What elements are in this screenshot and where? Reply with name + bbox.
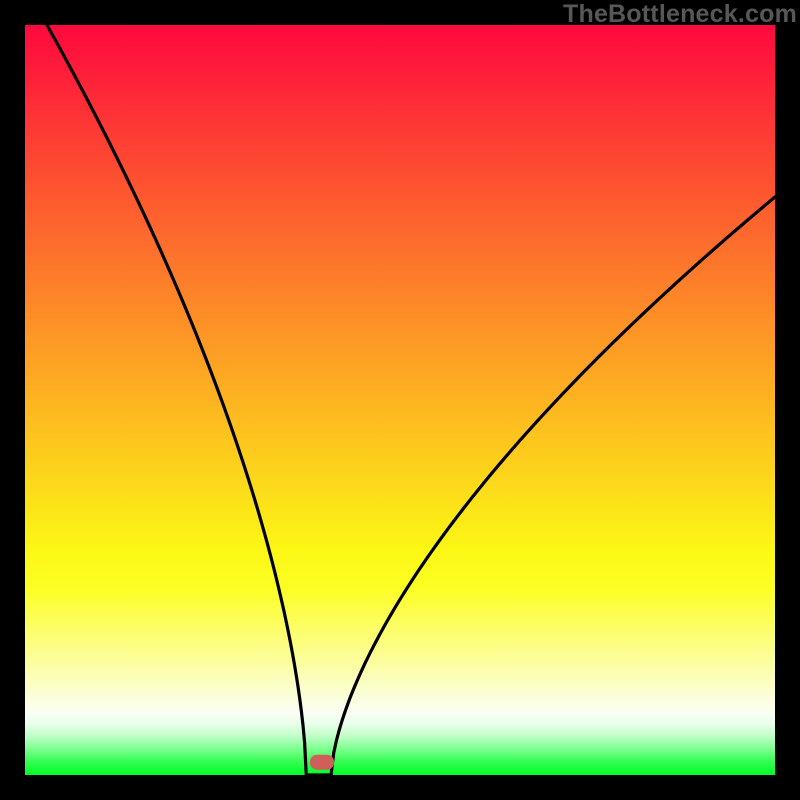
- watermark-text: TheBottleneck.com: [563, 0, 797, 29]
- chart-frame: [0, 0, 800, 800]
- minimum-marker: [310, 755, 334, 770]
- gradient-background: [25, 25, 775, 775]
- chart-svg: [25, 25, 775, 775]
